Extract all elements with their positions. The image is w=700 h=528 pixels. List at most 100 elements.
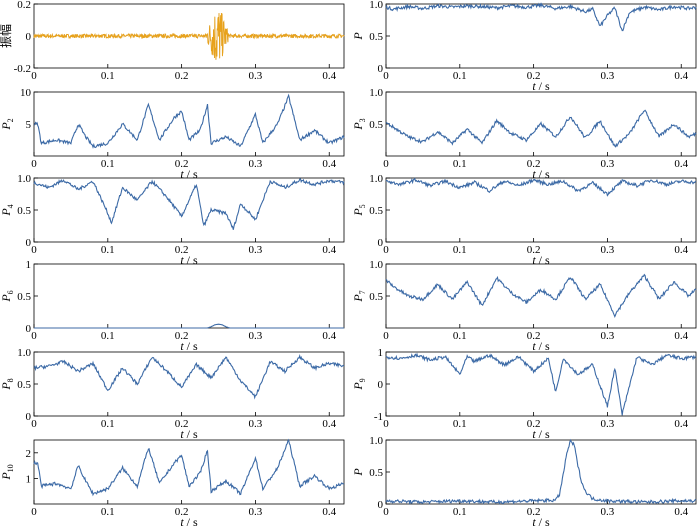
- x-tick-label: 0: [31, 70, 37, 82]
- x-tick-label: 0.4: [322, 330, 336, 342]
- y-tick-label: 10: [20, 87, 32, 99]
- y-tick-label: 0: [378, 63, 384, 75]
- y-tick-label: 1.0: [17, 347, 31, 359]
- y-tick-label: 0.5: [369, 291, 383, 303]
- y-tick-label: 0.5: [369, 31, 383, 43]
- x-tick-label: 0.4: [322, 158, 336, 170]
- axes-frame: [385, 3, 697, 69]
- x-tick-label: 0.2: [527, 506, 541, 518]
- y-tick-label: 1.0: [369, 173, 383, 185]
- axes-frame: [385, 439, 697, 505]
- x-tick-label: 0: [31, 330, 37, 342]
- x-tick-label: 0.1: [453, 158, 467, 170]
- axes-frame: [385, 351, 697, 417]
- axes-frame: [385, 177, 697, 243]
- x-tick-label: 0.4: [674, 70, 688, 82]
- x-tick-label: 0.4: [674, 418, 688, 430]
- x-axis-label: t / s: [180, 339, 198, 353]
- axes-frame: [33, 351, 345, 417]
- y-tick-label: 5: [26, 119, 32, 131]
- x-tick-label: 0.1: [101, 418, 115, 430]
- y-tick-label: 0.5: [17, 291, 31, 303]
- series-line-p6: [34, 323, 344, 329]
- x-tick-label: 0.1: [453, 418, 467, 430]
- x-tick-label: 0: [383, 244, 389, 256]
- y-tick-label: 0.5: [369, 467, 383, 479]
- y-tick-label: -0.2: [14, 63, 31, 75]
- x-tick-label: 0: [31, 418, 37, 430]
- y-axis-label: P: [351, 32, 365, 41]
- x-tick-label: 0.4: [674, 330, 688, 342]
- panel-p1: 0 0.1 0.2 0.3 0.4 0 0.5 1.0 t / s P: [351, 0, 697, 93]
- x-axis-label: t / s: [532, 339, 550, 353]
- y-tick-label: 1: [26, 473, 32, 485]
- series-line-p9: [385, 352, 697, 416]
- axes-frame: [33, 263, 345, 329]
- x-tick-label: 0.3: [249, 418, 263, 430]
- y-axis-label: P2: [0, 118, 15, 130]
- axes-frame: [33, 439, 345, 505]
- x-tick-label: 0.3: [249, 70, 263, 82]
- y-tick-label: 0.5: [369, 119, 383, 131]
- x-tick-label: 0: [31, 506, 37, 518]
- x-tick-label: 0.3: [601, 158, 615, 170]
- x-tick-label: 0.4: [674, 244, 688, 256]
- x-tick-label: 0: [383, 418, 389, 430]
- x-axis-label: t / s: [532, 253, 550, 267]
- y-tick-label: 1.0: [17, 173, 31, 185]
- x-axis-label: t / s: [532, 515, 550, 528]
- series-line-p7: [385, 273, 697, 319]
- y-axis-label: P10: [0, 464, 15, 480]
- x-axis-label: t / s: [532, 427, 550, 441]
- x-tick-label: 0: [383, 506, 389, 518]
- x-axis-label: t / s: [180, 253, 198, 267]
- series-line-p1: [385, 2, 697, 32]
- x-tick-label: 0.3: [601, 506, 615, 518]
- x-tick-label: 0.1: [101, 70, 115, 82]
- x-tick-label: 0.3: [249, 506, 263, 518]
- series-line-p4: [33, 178, 345, 230]
- y-tick-label: 0: [26, 411, 32, 423]
- x-tick-label: 0.4: [674, 506, 688, 518]
- x-tick-label: 0.3: [601, 330, 615, 342]
- y-tick-label: -1: [374, 411, 383, 423]
- x-tick-label: 0.3: [249, 330, 263, 342]
- y-tick-label: 0: [26, 31, 32, 43]
- x-tick-label: 0.1: [453, 244, 467, 256]
- x-tick-label: 0.2: [175, 244, 189, 256]
- series-line-p5: [385, 177, 697, 197]
- x-tick-label: 0.1: [101, 330, 115, 342]
- x-tick-label: 0.1: [453, 330, 467, 342]
- x-tick-label: 0.2: [175, 70, 189, 82]
- y-tick-label: 0: [378, 499, 384, 511]
- y-axis-label: P9: [351, 378, 367, 390]
- x-tick-label: 0.2: [527, 158, 541, 170]
- panel-p10: 0 0.1 0.2 0.3 0.4 1 2 t / s P10: [0, 438, 345, 528]
- panel-p4: 0 0.1 0.2 0.3 0.4 0 0.5 1.0 t / s P4: [0, 173, 345, 267]
- y-tick-label: 2: [26, 448, 32, 460]
- y-tick-label: 1.0: [369, 0, 383, 11]
- y-tick-label: 0.2: [17, 0, 31, 11]
- axes-frame: [33, 91, 345, 157]
- y-axis-label: P5: [351, 204, 367, 216]
- x-axis-label: t / s: [180, 167, 198, 181]
- x-tick-label: 0.2: [527, 70, 541, 82]
- y-axis-label: P: [351, 468, 365, 477]
- x-tick-label: 0.3: [249, 158, 263, 170]
- y-tick-label: 0.5: [17, 379, 31, 391]
- x-tick-label: 0: [383, 70, 389, 82]
- y-axis-label: P3: [351, 118, 367, 130]
- y-tick-label: 0: [378, 379, 384, 391]
- x-tick-label: 0.3: [601, 418, 615, 430]
- y-axis-label: P7: [351, 290, 367, 302]
- y-tick-label: 1: [26, 259, 32, 271]
- panel-p3: 0 0.1 0.2 0.3 0.4 0.5 1.0 t / s P3: [351, 87, 697, 181]
- panel-p: 0 0.1 0.2 0.3 0.4 0 0.5 1.0 t / s P: [351, 435, 697, 528]
- panel-p2: 0 0.1 0.2 0.3 0.4 5 10 t / s P2: [0, 87, 345, 181]
- panel-p8: 0 0.1 0.2 0.3 0.4 0 0.5 1.0 t / s P8: [0, 347, 345, 441]
- x-tick-label: 0.4: [322, 506, 336, 518]
- y-tick-label: 1.0: [369, 87, 383, 99]
- x-tick-label: 0.2: [175, 418, 189, 430]
